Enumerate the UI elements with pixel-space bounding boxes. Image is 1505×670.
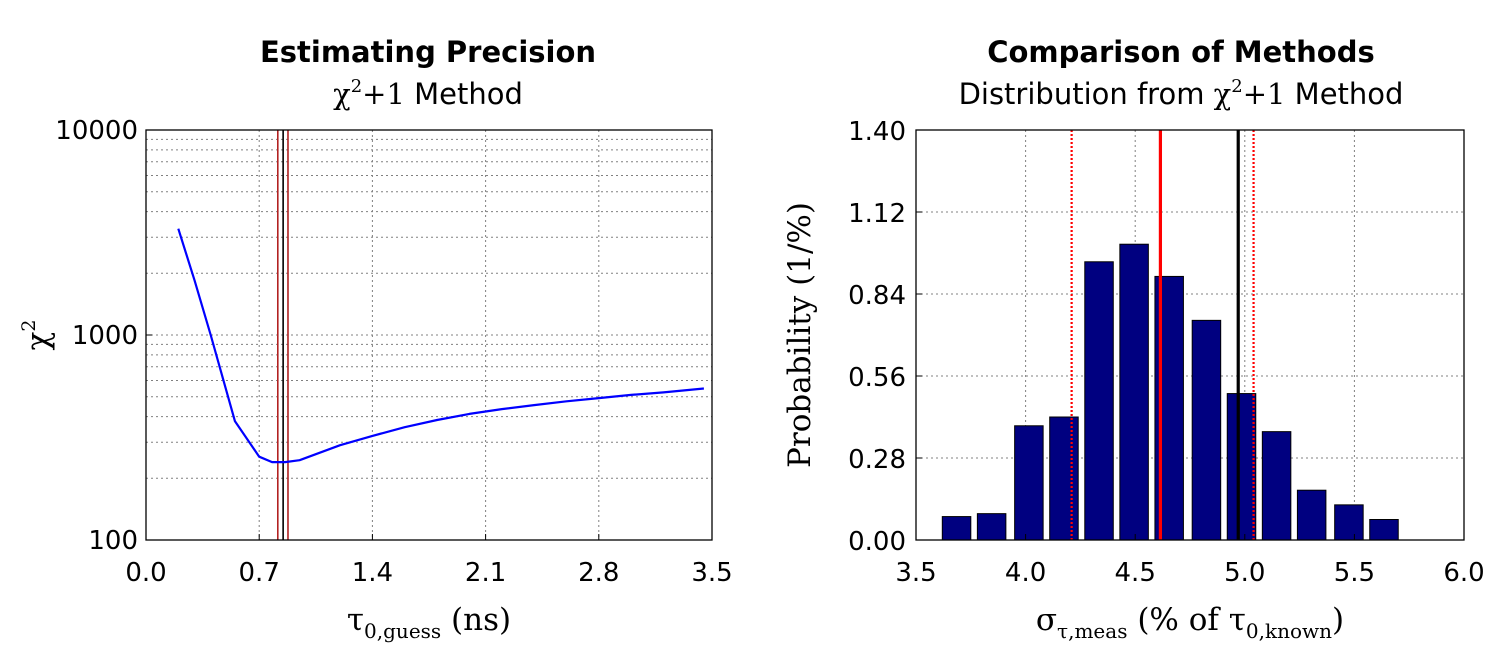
right-x-tick-label: 4.0 <box>1005 558 1046 588</box>
right-bar <box>1014 425 1044 541</box>
right-subtitle-plus: +1 <box>1243 77 1286 111</box>
right-bar <box>1049 416 1079 541</box>
left-x-tick-label: 0.7 <box>239 558 280 588</box>
left-ylabel-sup: 2 <box>18 320 40 332</box>
left-x-tick-label: 1.4 <box>352 558 393 588</box>
right-xlabel-sub1: τ,meas <box>1057 619 1127 643</box>
left-xlabel-tau: τ <box>347 602 364 638</box>
right-x-tick-label: 5.0 <box>1224 558 1265 588</box>
left-subtitle-plus: +1 <box>362 77 405 111</box>
right-x-axis-label: στ,meas (% of τ0,known) <box>1036 602 1344 643</box>
left-x-axis-label: τ0,guess (ns) <box>347 602 511 643</box>
right-y-tick-label: 0.84 <box>848 281 906 311</box>
right-bar <box>941 516 972 541</box>
left-y-ticks: 100 1000 10000 <box>55 116 152 556</box>
right-x-ticks: 3.5 4.0 4.5 5.0 5.5 6.0 <box>895 534 1485 588</box>
left-y-tick-label: 10000 <box>55 116 138 146</box>
left-x-tick-label: 2.8 <box>578 558 619 588</box>
right-y-tick-label: 1.40 <box>848 117 906 147</box>
left-xlabel-unit: (ns) <box>441 602 511 638</box>
left-y-axis-label: χ2 <box>18 320 56 351</box>
right-y-tick-label: 0.28 <box>848 445 906 475</box>
right-subtitle-sup: 2 <box>1231 76 1242 97</box>
left-grid <box>145 130 713 541</box>
right-vlines <box>1070 130 1255 540</box>
right-y-tick-label: 1.12 <box>848 199 906 229</box>
left-x-ticks: 0.0 0.7 1.4 2.1 2.8 3.5 <box>125 534 733 588</box>
right-xlabel-close: ) <box>1332 602 1344 638</box>
left-ylabel-chi: χ <box>20 331 56 350</box>
left-y-tick-label: 100 <box>88 526 138 556</box>
left-x-tick-label: 0.0 <box>125 558 166 588</box>
right-bar <box>1119 243 1149 541</box>
right-subtitle-prefix: Distribution from <box>959 77 1214 111</box>
right-bar <box>1084 261 1114 541</box>
right-xlabel-sigma: σ <box>1036 602 1057 638</box>
right-x-tick-label: 3.5 <box>895 558 936 588</box>
left-chart-subtitle: χ2+1 Method <box>333 76 523 111</box>
right-bar <box>976 513 1007 541</box>
left-chart: Estimating Precision χ2+1 Method 0.0 0.7 1… <box>18 35 733 643</box>
left-series-line <box>177 228 705 464</box>
right-x-tick-label: 4.5 <box>1115 558 1156 588</box>
left-x-tick-label: 3.5 <box>691 558 732 588</box>
right-bar <box>1369 519 1399 541</box>
left-y-tick-label: 1000 <box>72 321 138 351</box>
right-x-tick-label: 5.5 <box>1334 558 1375 588</box>
right-bar <box>1296 489 1327 541</box>
right-xlabel-sub2: 0,known <box>1246 619 1332 643</box>
right-y-ticks: 0.00 0.28 0.56 0.84 1.12 1.40 <box>848 117 922 557</box>
left-vlines <box>276 130 289 540</box>
right-bars <box>941 243 1399 541</box>
right-plot-frame <box>915 129 1465 541</box>
right-xlabel-tau: τ <box>1229 602 1246 638</box>
right-x-tick-label: 6.0 <box>1443 558 1484 588</box>
right-chart-subtitle: Distribution from χ2+1 Method <box>959 76 1404 111</box>
left-subtitle-chi: χ <box>333 77 351 111</box>
left-subtitle-sup: 2 <box>351 76 362 97</box>
left-chart-title: Estimating Precision <box>260 35 596 69</box>
right-subtitle-chi: χ <box>1214 77 1232 111</box>
right-chart: Comparison of Methods Distribution from … <box>782 35 1485 643</box>
right-y-tick-label: 0.56 <box>848 363 906 393</box>
right-chart-title: Comparison of Methods <box>987 35 1375 69</box>
right-y-axis-label: Probability (1/%) <box>782 202 818 468</box>
right-xlabel-mid: (% of <box>1127 602 1228 638</box>
left-x-tick-label: 2.1 <box>465 558 506 588</box>
right-bar <box>1191 319 1222 541</box>
right-grid <box>915 129 1465 541</box>
right-y-tick-label: 0.00 <box>848 527 906 557</box>
right-bar <box>1334 504 1364 541</box>
right-subtitle-method: Method <box>1285 77 1403 111</box>
right-bar <box>1226 393 1257 541</box>
left-subtitle-method: Method <box>405 77 523 111</box>
left-series <box>177 228 705 464</box>
left-xlabel-sub: 0,guess <box>364 619 441 643</box>
right-bar <box>1261 431 1292 541</box>
